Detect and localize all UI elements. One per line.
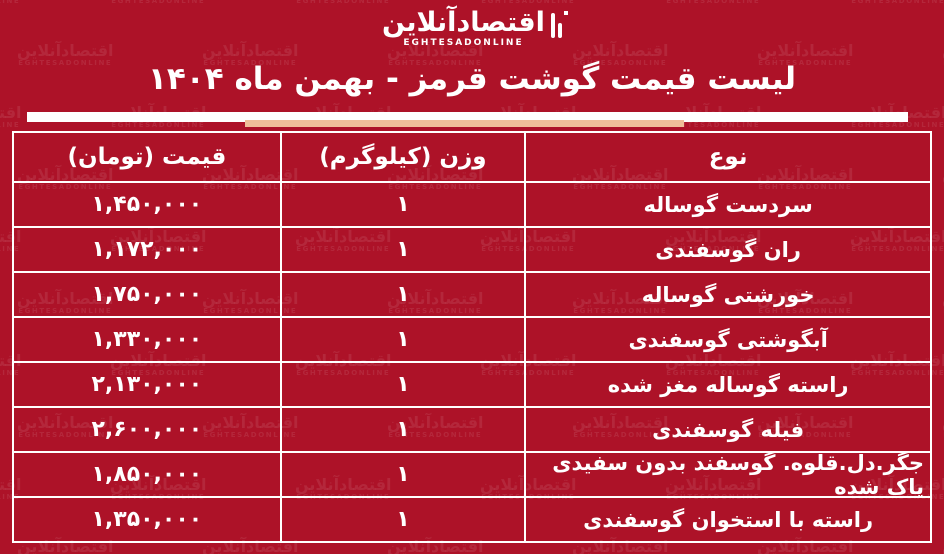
- logo-dot: [563, 11, 568, 15]
- price-cell: ۱,۳۵۰,۰۰۰: [14, 498, 280, 541]
- price-value: ۱,۷۵۰,۰۰۰: [91, 282, 203, 307]
- logo-text-block: اقتصادآنلاین EGHTESADONLINE: [382, 7, 545, 49]
- price-value: ۲,۱۳۰,۰۰۰: [91, 372, 203, 397]
- weight-cell: ۱: [279, 498, 525, 541]
- price-table: نوع وزن (کیلوگرم) قیمت (تومان) سردست گوس…: [12, 131, 932, 543]
- price-cell: ۲,۱۳۰,۰۰۰: [14, 363, 280, 406]
- weight-cell: ۱: [279, 408, 525, 451]
- price-cell: ۱,۷۵۰,۰۰۰: [14, 273, 280, 316]
- price-cell: ۱,۴۵۰,۰۰۰: [14, 183, 280, 226]
- weight-value: ۱: [396, 372, 410, 397]
- table-row: فیله گوسفندی ۱ ۲,۶۰۰,۰۰۰: [14, 408, 930, 453]
- table-row: ران گوسفندی ۱ ۱,۱۷۲,۰۰۰: [14, 228, 930, 273]
- price-value: ۱,۸۵۰,۰۰۰: [91, 462, 203, 487]
- price-value: ۱,۱۷۲,۰۰۰: [91, 237, 203, 262]
- weight-value: ۱: [396, 417, 410, 442]
- type-cell: فیله گوسفندی: [524, 408, 930, 451]
- weight-value: ۱: [396, 192, 410, 217]
- weight-cell: ۱: [279, 363, 525, 406]
- weight-value: ۱: [396, 462, 410, 487]
- table-header-row: نوع وزن (کیلوگرم) قیمت (تومان): [14, 133, 930, 183]
- eghtesadonline-logo: اقتصادآنلاین EGHTESADONLINE: [0, 4, 944, 48]
- type-cell: سردست گوساله: [524, 183, 930, 226]
- title-underline-bar: [27, 112, 908, 122]
- price-cell: ۱,۸۵۰,۰۰۰: [14, 453, 280, 496]
- price-cell: ۱,۱۷۲,۰۰۰: [14, 228, 280, 271]
- weight-value: ۱: [396, 507, 410, 532]
- table-row: آبگوشتی گوسفندی ۱ ۱,۳۳۰,۰۰۰: [14, 318, 930, 363]
- price-value: ۲,۶۰۰,۰۰۰: [91, 417, 203, 442]
- weight-cell: ۱: [279, 273, 525, 316]
- page-title: لیست قیمت گوشت قرمز - بهمن ماه ۱۴۰۴: [147, 61, 797, 97]
- weight-cell: ۱: [279, 318, 525, 361]
- type-cell: راسته با استخوان گوسفندی: [524, 498, 930, 541]
- table-row: راسته گوساله مغز شده ۱ ۲,۱۳۰,۰۰۰: [14, 363, 930, 408]
- header-weight: وزن (کیلوگرم): [279, 133, 525, 181]
- price-cell: ۱,۳۳۰,۰۰۰: [14, 318, 280, 361]
- logo-farsi-wordmark: اقتصادآنلاین: [382, 7, 545, 38]
- table-row: راسته با استخوان گوسفندی ۱ ۱,۳۵۰,۰۰۰: [14, 498, 930, 541]
- header-type: نوع: [524, 133, 930, 181]
- weight-value: ۱: [396, 237, 410, 262]
- price-cell: ۲,۶۰۰,۰۰۰: [14, 408, 280, 451]
- table-row: خورشتی گوساله ۱ ۱,۷۵۰,۰۰۰: [14, 273, 930, 318]
- weight-cell: ۱: [279, 183, 525, 226]
- price-value: ۱,۳۳۰,۰۰۰: [91, 327, 203, 352]
- weight-value: ۱: [396, 282, 410, 307]
- type-cell: جگر.دل.قلوه. گوسفند بدون سفیدی پاک شده: [524, 453, 930, 496]
- logo-latin-wordmark: EGHTESADONLINE: [403, 38, 524, 48]
- table-row: جگر.دل.قلوه. گوسفند بدون سفیدی پاک شده ۱…: [14, 453, 930, 498]
- type-cell: خورشتی گوساله: [524, 273, 930, 316]
- title-accent-bar: [245, 120, 684, 127]
- weight-value: ۱: [396, 327, 410, 352]
- type-cell: آبگوشتی گوسفندی: [524, 318, 930, 361]
- logo-bar-short: [557, 23, 562, 38]
- type-cell: ران گوسفندی: [524, 228, 930, 271]
- weight-cell: ۱: [279, 228, 525, 271]
- header-price: قیمت (تومان): [67, 144, 227, 170]
- table-row: سردست گوساله ۱ ۱,۴۵۰,۰۰۰: [14, 183, 930, 228]
- type-cell: راسته گوساله مغز شده: [524, 363, 930, 406]
- weight-cell: ۱: [279, 453, 525, 496]
- price-value: ۱,۳۵۰,۰۰۰: [91, 507, 203, 532]
- logo-bar-tall: [550, 13, 555, 38]
- price-value: ۱,۴۵۰,۰۰۰: [91, 192, 203, 217]
- logo-bars-icon: [550, 4, 568, 48]
